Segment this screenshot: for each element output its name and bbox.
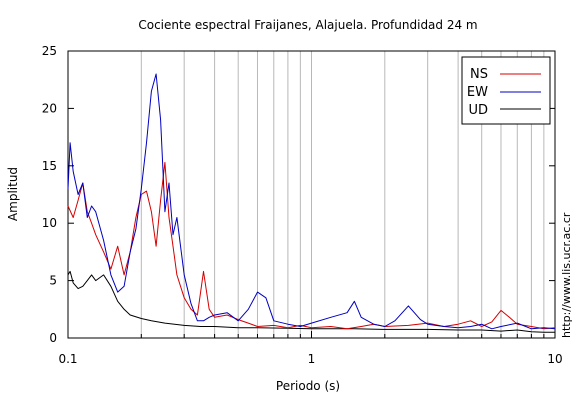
chart-title: Cociente espectral Fraijanes, Alajuela. … — [138, 18, 477, 32]
y-tick-label: 0 — [49, 331, 57, 345]
series-line-ud — [67, 270, 555, 333]
legend-label-ew: EW — [467, 85, 488, 100]
x-tick-label: 10 — [547, 352, 562, 366]
y-axis-ticks: 0 5 10 15 20 25 — [42, 44, 555, 345]
x-axis-label: Periodo (s) — [276, 379, 340, 393]
legend-label-ns: NS — [470, 67, 488, 82]
y-tick-label: 15 — [42, 159, 57, 173]
legend: NS EW UD — [461, 56, 551, 125]
legend-box — [461, 56, 551, 125]
y-tick-label: 10 — [42, 216, 57, 230]
legend-label-ud: UD — [468, 103, 488, 118]
y-tick-label: 5 — [49, 274, 57, 288]
x-axis-ticks: 0.1 1 10 — [58, 331, 563, 366]
source-url-annotation: http://www.lis.ucr.ac.cr — [560, 212, 573, 338]
x-tick-label: 0.1 — [58, 352, 77, 366]
x-gridlines — [140, 51, 545, 338]
series-line-ns — [67, 161, 556, 330]
y-axis-label: Amplitud — [6, 167, 20, 221]
series-line-ew — [67, 73, 556, 330]
y-tick-label: 20 — [42, 101, 57, 115]
y-tick-label: 25 — [42, 44, 57, 58]
x-tick-label: 1 — [308, 352, 316, 366]
series-layer — [67, 73, 556, 333]
